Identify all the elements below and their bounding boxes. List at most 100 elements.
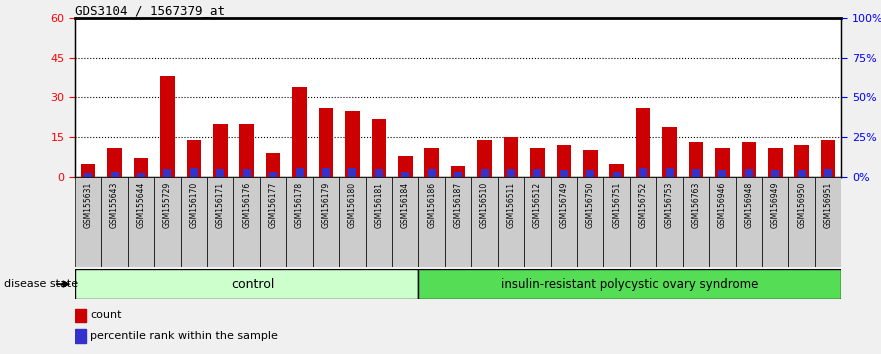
Bar	[656, 177, 683, 267]
Bar	[75, 329, 85, 343]
Bar	[795, 145, 809, 177]
Bar	[821, 140, 835, 177]
Bar	[322, 168, 330, 177]
Bar	[75, 177, 101, 267]
Bar	[427, 169, 436, 177]
Bar	[824, 169, 833, 177]
Bar	[557, 145, 571, 177]
Bar	[266, 153, 280, 177]
Text: GSM156948: GSM156948	[744, 182, 753, 228]
Text: GSM156949: GSM156949	[771, 182, 780, 228]
Bar	[75, 309, 85, 322]
Bar	[445, 177, 471, 267]
Bar	[551, 177, 577, 267]
Text: GSM156181: GSM156181	[374, 182, 383, 228]
Bar	[583, 150, 597, 177]
Bar	[612, 172, 621, 177]
Bar	[762, 177, 788, 267]
Bar	[498, 177, 524, 267]
Text: GSM156950: GSM156950	[797, 182, 806, 228]
Text: GSM156946: GSM156946	[718, 182, 727, 228]
Bar	[207, 177, 233, 267]
Bar	[392, 177, 418, 267]
Text: GSM156186: GSM156186	[427, 182, 436, 228]
Bar	[744, 169, 753, 177]
Bar	[771, 170, 780, 177]
Bar	[507, 169, 515, 177]
Text: GSM156951: GSM156951	[824, 182, 833, 228]
Bar	[81, 164, 95, 177]
Bar	[292, 87, 307, 177]
Bar	[160, 76, 174, 177]
Text: GSM156178: GSM156178	[295, 182, 304, 228]
Bar	[577, 177, 603, 267]
Bar	[187, 140, 201, 177]
Text: GSM156180: GSM156180	[348, 182, 357, 228]
Bar	[269, 172, 278, 177]
Bar	[107, 148, 122, 177]
Text: GSM155644: GSM155644	[137, 182, 145, 228]
Bar	[768, 148, 782, 177]
Bar	[530, 148, 544, 177]
Bar	[559, 170, 568, 177]
Text: GSM156511: GSM156511	[507, 182, 515, 228]
Text: GSM155631: GSM155631	[84, 182, 93, 228]
Bar	[366, 177, 392, 267]
Text: GSM156179: GSM156179	[322, 182, 330, 228]
Bar	[425, 148, 439, 177]
Bar	[478, 140, 492, 177]
Bar	[154, 177, 181, 267]
Text: disease state: disease state	[4, 279, 78, 289]
Bar	[797, 170, 806, 177]
Text: GSM155729: GSM155729	[163, 182, 172, 228]
Bar	[242, 169, 251, 177]
Bar	[75, 269, 418, 299]
Bar	[348, 168, 357, 177]
Text: GDS3104 / 1567379_at: GDS3104 / 1567379_at	[75, 4, 225, 17]
Bar	[471, 177, 498, 267]
Bar	[663, 127, 677, 177]
Bar	[524, 177, 551, 267]
Text: GSM156184: GSM156184	[401, 182, 410, 228]
Text: GSM156170: GSM156170	[189, 182, 198, 228]
Bar	[134, 159, 148, 177]
Bar	[689, 143, 703, 177]
Bar	[110, 172, 119, 177]
Bar	[216, 169, 225, 177]
Bar	[610, 164, 624, 177]
Text: GSM156177: GSM156177	[269, 182, 278, 228]
Bar	[240, 124, 254, 177]
Bar	[401, 172, 410, 177]
Text: GSM155643: GSM155643	[110, 182, 119, 228]
Bar	[533, 169, 542, 177]
Text: GSM156749: GSM156749	[559, 182, 568, 228]
Bar	[181, 177, 207, 267]
Text: GSM156752: GSM156752	[639, 182, 648, 228]
Bar	[372, 119, 386, 177]
Bar	[718, 170, 727, 177]
Bar	[603, 177, 630, 267]
Bar	[418, 177, 445, 267]
Text: GSM156753: GSM156753	[665, 182, 674, 228]
Text: GSM156171: GSM156171	[216, 182, 225, 228]
Bar	[101, 177, 128, 267]
Bar	[398, 156, 412, 177]
Text: GSM156176: GSM156176	[242, 182, 251, 228]
Bar	[137, 173, 145, 177]
Text: count: count	[90, 310, 122, 320]
Bar	[84, 173, 93, 177]
Bar	[692, 169, 700, 177]
Bar	[418, 269, 841, 299]
Text: GSM156750: GSM156750	[586, 182, 595, 228]
Bar	[295, 168, 304, 177]
Text: GSM156510: GSM156510	[480, 182, 489, 228]
Bar	[286, 177, 313, 267]
Bar	[736, 177, 762, 267]
Bar	[480, 169, 489, 177]
Bar	[709, 177, 736, 267]
Bar	[189, 168, 198, 177]
Bar	[313, 177, 339, 267]
Bar	[742, 143, 756, 177]
Bar	[788, 177, 815, 267]
Text: control: control	[232, 278, 275, 291]
